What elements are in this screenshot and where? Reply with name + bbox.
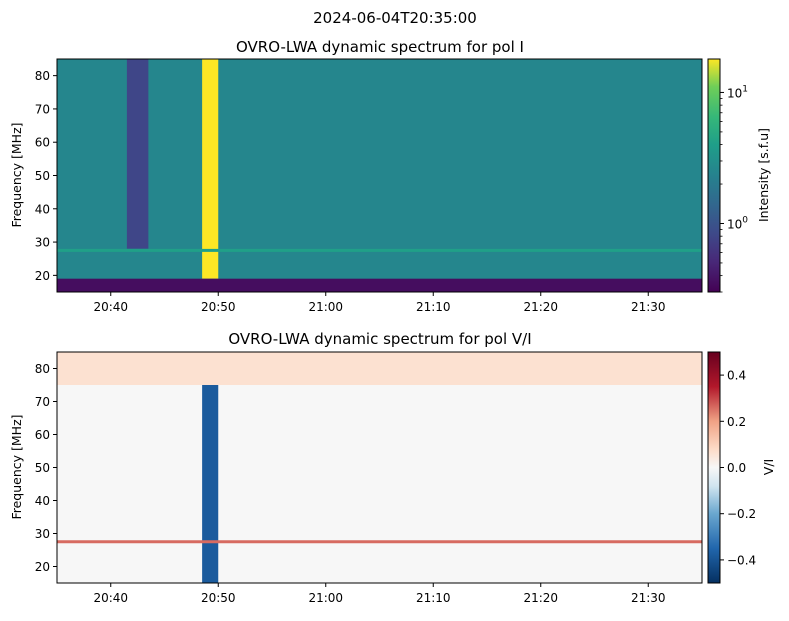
x-tick-label: 21:10	[416, 591, 451, 605]
y-tick-label: 60	[35, 136, 50, 150]
colorbar-label: Intensity [s.f.u]	[756, 128, 771, 222]
heatmap-feature-low-frequency-band	[57, 278, 702, 292]
heatmap-feature-interference-line	[57, 540, 702, 544]
x-tick-label: 21:30	[631, 591, 666, 605]
y-tick-label: 20	[35, 269, 50, 283]
colorbar-pol-vi: 0.4 0.2 0.0 −0.2 −0.4 V/I	[707, 351, 776, 584]
x-tick-label: 21:30	[631, 300, 666, 314]
x-tick-label: 21:20	[523, 591, 558, 605]
x-tick-label: 20:50	[201, 300, 236, 314]
y-tick-label: 20	[35, 560, 50, 574]
colorbar-ticks: 0.4 0.2 0.0 −0.2 −0.4	[720, 369, 756, 567]
panel-title: OVRO-LWA dynamic spectrum for pol I	[236, 38, 524, 56]
figure-title: 2024-06-04T20:35:00	[313, 9, 477, 27]
y-axis-label: Frequency [MHz]	[9, 414, 24, 519]
x-ticks: 20:40 20:50 21:00 21:10 21:20 21:30	[93, 583, 666, 605]
x-tick-label: 21:20	[523, 300, 558, 314]
heatmap-pol-i	[57, 59, 702, 292]
heatmap-background	[57, 59, 702, 292]
y-axis-label: Frequency [MHz]	[9, 122, 24, 227]
panel-pol-vi: OVRO-LWA dynamic spectrum for pol V/I 20…	[9, 330, 776, 605]
y-tick-label: 80	[35, 69, 50, 83]
colorbar-tick-label: 0.2	[727, 415, 746, 429]
colorbar-tick-label: 0.0	[727, 461, 746, 475]
heatmap-feature-high-frequency-band	[57, 352, 702, 385]
colorbar-gradient	[707, 58, 721, 293]
panel-pol-i: OVRO-LWA dynamic spectrum for pol I 20 30…	[9, 38, 771, 314]
colorbar-tick-label: 101	[727, 84, 748, 100]
heatmap-background	[57, 352, 702, 583]
y-tick-label: 30	[35, 236, 50, 250]
x-tick-label: 20:40	[93, 300, 128, 314]
panel-title: OVRO-LWA dynamic spectrum for pol V/I	[228, 330, 531, 348]
colorbar-pol-i: 100 101 Intensity [s.f.u]	[707, 58, 771, 293]
y-ticks: 20 30 40 50 60 70 80	[35, 362, 57, 574]
y-tick-label: 60	[35, 428, 50, 442]
x-tick-label: 21:00	[308, 300, 343, 314]
heatmap-feature-radio-burst	[202, 352, 219, 583]
x-ticks: 20:40 20:50 21:00 21:10 21:20 21:30	[93, 292, 666, 314]
colorbar-label: V/I	[761, 459, 776, 475]
colorbar-tick-label: −0.4	[727, 553, 756, 567]
y-tick-label: 70	[35, 102, 50, 116]
y-tick-label: 30	[35, 527, 50, 541]
y-tick-label: 40	[35, 202, 50, 216]
colorbar-tick-label: 100	[727, 215, 748, 231]
y-tick-label: 80	[35, 362, 50, 376]
y-tick-label: 50	[35, 461, 50, 475]
colorbar-ticks: 100 101	[720, 84, 748, 293]
colorbar-gradient	[707, 351, 721, 584]
y-tick-label: 70	[35, 395, 50, 409]
heatmap-feature-radio-burst	[202, 59, 219, 279]
y-ticks: 20 30 40 50 60 70 80	[35, 69, 57, 283]
y-tick-label: 50	[35, 169, 50, 183]
x-tick-label: 21:10	[416, 300, 451, 314]
x-tick-label: 20:40	[93, 591, 128, 605]
heatmap-pol-vi	[57, 352, 702, 583]
colorbar-tick-label: −0.2	[727, 507, 756, 521]
x-tick-label: 20:50	[201, 591, 236, 605]
heatmap-feature-interference-line	[57, 248, 702, 252]
heatmap-feature-data-gap	[126, 59, 149, 249]
x-tick-label: 21:00	[308, 591, 343, 605]
y-tick-label: 40	[35, 494, 50, 508]
colorbar-tick-label: 0.4	[727, 369, 746, 383]
